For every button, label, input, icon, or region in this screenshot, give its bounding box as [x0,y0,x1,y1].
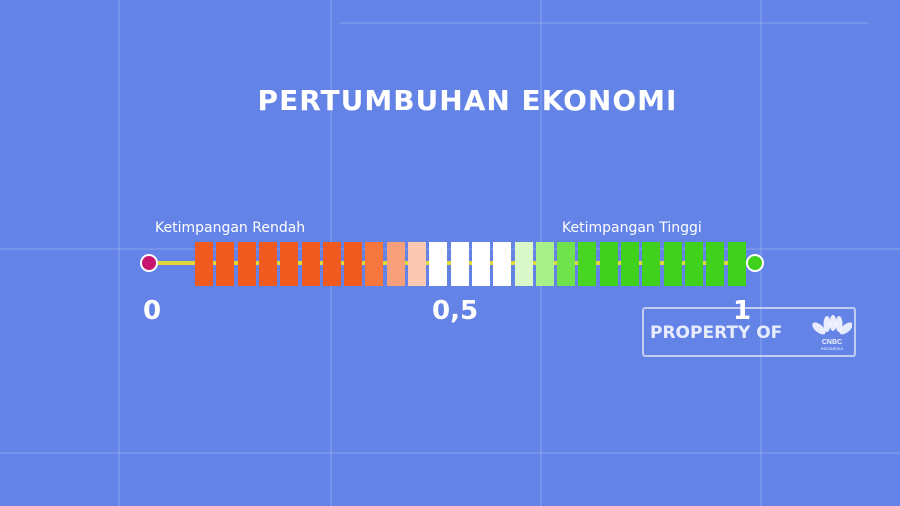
scale-segment [578,242,597,286]
scale-segment [365,242,384,286]
label-high-inequality: Ketimpangan Tinggi [562,220,702,236]
scale-segment [684,242,703,286]
watermark: PROPERTY OF CNBC INDONESIA [642,307,856,357]
scale-segment [216,242,235,286]
svg-text:INDONESIA: INDONESIA [821,346,843,351]
scale-segment [195,242,213,286]
high-endpoint-dot [746,254,764,272]
scale-segment [450,242,469,286]
watermark-text: PROPERTY OF [650,323,783,343]
scale-segment [727,242,746,286]
scale-segment [514,242,533,286]
scale-segment [471,242,490,286]
scale-segment [663,242,682,286]
scale-segment [322,242,341,286]
scale-segment [258,242,277,286]
page-title: PERTUMBUHAN EKONOMI [257,84,678,117]
tick-label-mid: 0,5 [432,296,479,326]
scale-segment [535,242,554,286]
scale-segment [408,242,426,286]
label-low-inequality: Ketimpangan Rendah [155,220,306,236]
low-endpoint-dot [140,254,158,272]
scale-segment [493,242,512,286]
scale-segment [706,242,725,286]
scale-segment [599,242,618,286]
svg-text:CNBC: CNBC [822,339,842,346]
scale-segment [557,242,576,286]
tick-label-min: 0 [143,296,162,326]
scale-segment [237,242,256,286]
scale-segment [386,242,405,286]
scale-segment [344,242,363,286]
scale-segment [429,242,448,286]
tick-label-max: 1 [733,296,752,326]
scale-segment [301,242,320,286]
scale-segment [621,242,639,286]
cnbc-logo-icon: CNBC INDONESIA [812,315,852,351]
scale-segment [280,242,299,286]
scale-segment [642,242,661,286]
